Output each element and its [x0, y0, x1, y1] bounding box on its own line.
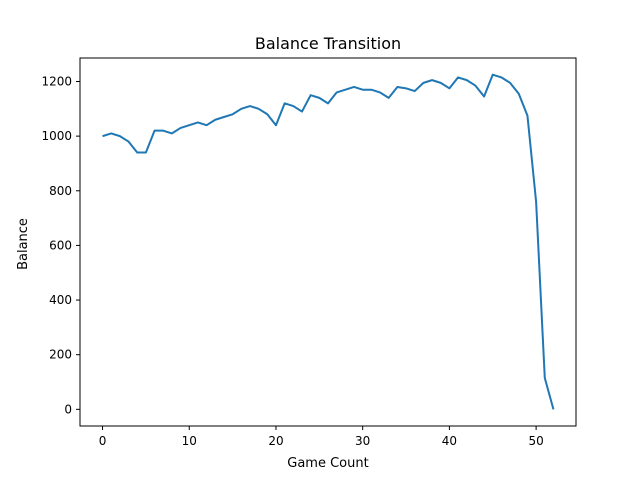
y-tick-label: 600: [49, 238, 72, 252]
series-line-0: [102, 73, 555, 410]
y-axis-label: Balance: [16, 218, 31, 270]
y-tick-label: 1200: [41, 74, 72, 88]
y-axis-ticks: 0 200 400 600 800 1000 1200: [41, 74, 80, 416]
x-axis-label: Game Count: [287, 456, 368, 471]
x-tick-label: 40: [442, 434, 457, 448]
y-tick-label: 1000: [41, 129, 72, 143]
y-tick-label: 0: [64, 402, 72, 416]
x-axis-ticks: 0 10 20 30 40 50: [99, 426, 544, 448]
x-tick-label: 50: [528, 434, 543, 448]
y-tick-label: 200: [49, 348, 72, 362]
plot-frame: [79, 57, 577, 427]
x-tick-label: 0: [99, 434, 107, 448]
y-tick-label: 400: [49, 293, 72, 307]
chart-title: Balance Transition: [255, 34, 401, 53]
x-tick-label: 20: [268, 434, 283, 448]
plot-area: [102, 73, 555, 410]
x-tick-label: 30: [355, 434, 370, 448]
x-tick-label: 10: [182, 434, 197, 448]
y-tick-label: 800: [49, 184, 72, 198]
